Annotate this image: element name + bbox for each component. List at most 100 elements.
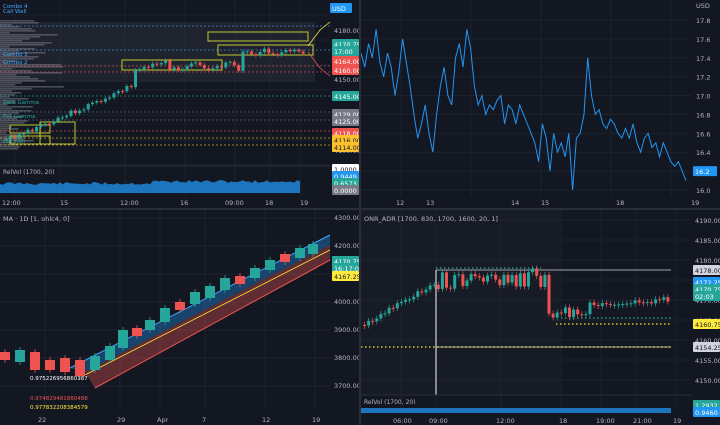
price-tag: 4170.75 xyxy=(334,258,359,266)
candle-body xyxy=(250,268,260,278)
volume-profile-bar xyxy=(0,106,33,108)
time-axis-label: 12:00 xyxy=(496,417,515,425)
chart-canvas[interactable]: MA · 1D [1, ohlc4, 0] 0.975226956860187 0.… xyxy=(0,210,359,425)
candle-body xyxy=(609,303,612,305)
candle-body xyxy=(43,123,47,125)
candle-body xyxy=(576,309,580,315)
price-axis-label: 3700.00 xyxy=(334,382,359,390)
price-tag: 4164.00 xyxy=(334,58,359,66)
chart-pane-bottom-left[interactable]: MA · 1D [1, ohlc4, 0] 0.975226956860187 0.… xyxy=(0,210,359,425)
candle-body xyxy=(99,101,103,103)
candle-body xyxy=(367,320,371,326)
time-axis-label: 15 xyxy=(60,199,68,207)
candle-body xyxy=(621,304,625,306)
price-tag: 4125.00 xyxy=(334,118,359,126)
candle-body xyxy=(469,274,473,281)
candle-body xyxy=(39,124,43,128)
volume-profile-bar xyxy=(0,110,32,112)
time-axis-label: 18 xyxy=(559,417,567,425)
candle-body xyxy=(662,297,666,300)
candle-body xyxy=(129,86,133,88)
series-line xyxy=(361,29,687,191)
volume-profile-bar xyxy=(0,38,30,40)
candle-body xyxy=(559,312,563,314)
candle-body xyxy=(428,285,432,290)
candle-body xyxy=(17,134,21,139)
price-axis-label: 3800.00 xyxy=(334,354,359,362)
time-axis-label: 18 xyxy=(265,199,273,207)
indicator-tag: 0.6573 xyxy=(334,180,357,188)
price-axis-label: 4150.00 xyxy=(334,76,359,84)
candle-body xyxy=(465,280,469,287)
candle-body xyxy=(172,67,176,70)
pane-divider-vertical[interactable] xyxy=(359,0,361,425)
candle-body xyxy=(145,320,155,330)
candle-body xyxy=(297,49,301,52)
time-axis-label: 12:00 xyxy=(120,199,139,207)
candle-body xyxy=(477,276,481,278)
price-axis-label: 17.6 xyxy=(696,36,710,44)
candle-body xyxy=(531,268,535,273)
candle-body xyxy=(486,275,489,282)
candle-body xyxy=(547,274,551,314)
volume-profile-bar xyxy=(0,44,45,46)
volume-profile-bar xyxy=(0,30,36,32)
candle-body xyxy=(613,304,617,306)
candle-body xyxy=(258,52,262,56)
candle-body xyxy=(194,62,198,64)
candle-body xyxy=(142,66,146,70)
candle-body xyxy=(539,275,543,287)
candle-body xyxy=(155,63,159,65)
candle-body xyxy=(48,123,51,125)
candle-body xyxy=(453,275,457,289)
candle-body xyxy=(75,360,85,376)
time-axis-label: 06:00 xyxy=(393,417,412,425)
volume-profile-bar xyxy=(0,102,16,104)
volume-profile-bar xyxy=(0,94,15,96)
volume-profile-bar xyxy=(0,26,20,28)
price-tag: 4167.25 xyxy=(334,273,359,281)
price-axis-label: 3900.00 xyxy=(334,326,359,334)
time-axis-label: 7 xyxy=(202,416,206,424)
currency-tag-box xyxy=(330,3,352,13)
candle-body xyxy=(22,133,26,135)
chart-pane-bottom-right[interactable]: ONR_ADR [1700, 830, 1700, 1600, 20, 1] 41… xyxy=(361,210,720,425)
candle-body xyxy=(190,292,200,304)
volume-profile-bar xyxy=(0,114,13,116)
candle-body xyxy=(60,117,64,119)
candle-body xyxy=(481,277,485,282)
volume-profile-bar xyxy=(0,50,20,52)
volume-profile-bar xyxy=(0,100,16,102)
candle-body xyxy=(371,320,375,322)
line-chart-canvas[interactable]: USD 17.8 17.6 17.4 17.2 17.0 16.8 16.6 16.4 16.2 1… xyxy=(361,0,720,208)
candle-body xyxy=(494,274,498,280)
volume-profile-bar xyxy=(0,104,8,106)
candle-body xyxy=(56,117,60,122)
chart-pane-top-left[interactable]: Combo 4 Call Wall Combo 3 Combo 2 Zero Gamma… xyxy=(0,0,359,208)
volume-profile-bar xyxy=(0,122,25,124)
candle-body xyxy=(449,287,453,289)
volume-profile-bar xyxy=(0,136,26,138)
pane-divider-horizontal[interactable] xyxy=(0,208,720,210)
time-axis-label: Apr xyxy=(157,416,169,424)
candle-body xyxy=(95,101,99,103)
volume-profile-bar xyxy=(0,56,39,58)
chart-canvas[interactable]: ONR_ADR [1700, 830, 1700, 1600, 20, 1] 41… xyxy=(361,210,720,425)
candle-body xyxy=(617,304,621,306)
candle-body xyxy=(232,61,236,66)
volume-profile-bar xyxy=(0,20,35,22)
volume-profile-bar xyxy=(0,108,13,110)
price-tag: 4129.00 xyxy=(334,111,359,119)
candle-body xyxy=(436,284,440,290)
candle-body xyxy=(387,307,391,314)
indicator-tag-box xyxy=(693,407,720,417)
candle-body xyxy=(0,352,10,360)
candle-body xyxy=(86,104,90,110)
price-tag-box xyxy=(332,142,359,152)
candle-body xyxy=(52,121,56,125)
candle-body xyxy=(5,139,8,141)
candle-body xyxy=(108,97,112,99)
price-tag: 4170.75 xyxy=(334,41,359,49)
chart-pane-top-right[interactable]: USD 17.8 17.6 17.4 17.2 17.0 16.8 16.6 16.4 16.2 1… xyxy=(361,0,720,208)
